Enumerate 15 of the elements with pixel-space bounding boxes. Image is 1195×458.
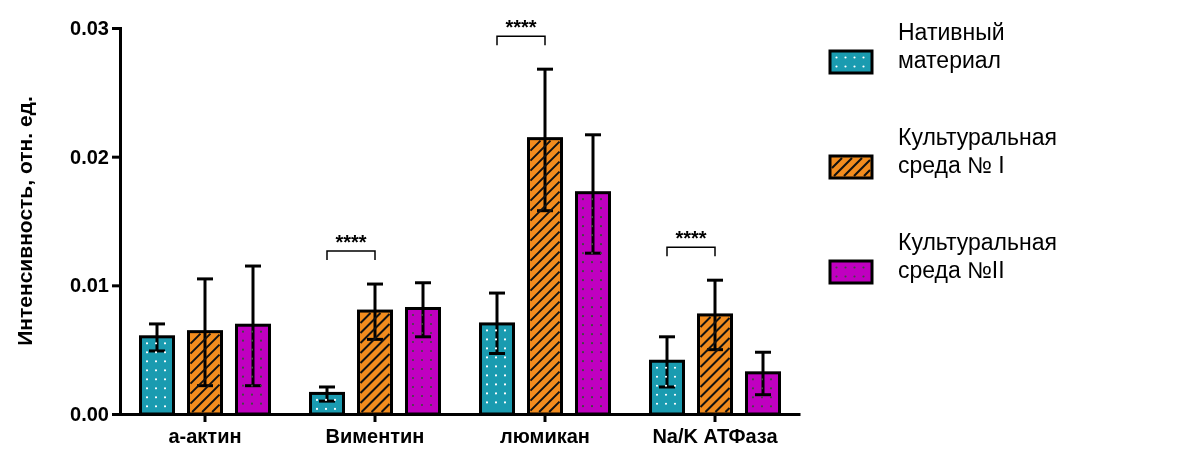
y-axis-title: Интенсивность, отн. ед. bbox=[13, 96, 36, 346]
annotation: **** bbox=[335, 231, 367, 254]
y-tick-label: 0.02 bbox=[70, 145, 109, 168]
legend-label: Культуральная среда №II bbox=[898, 229, 1057, 283]
annotation: **** bbox=[505, 16, 537, 39]
y-tick-label: 0.01 bbox=[70, 274, 109, 297]
legend-label: Культуральная среда № I bbox=[898, 124, 1057, 178]
x-tick-label: люмикан bbox=[500, 425, 590, 447]
annotation: **** bbox=[675, 227, 707, 250]
x-tick-label: Виментин bbox=[325, 425, 425, 447]
legend-label: Нативный материал bbox=[898, 19, 1005, 73]
x-tick-label: а-актин bbox=[168, 425, 242, 447]
y-tick-label: 0.00 bbox=[70, 402, 109, 425]
y-tick-label: 0.03 bbox=[70, 16, 109, 39]
x-tick-label: Na/K АТФаза bbox=[652, 425, 779, 447]
